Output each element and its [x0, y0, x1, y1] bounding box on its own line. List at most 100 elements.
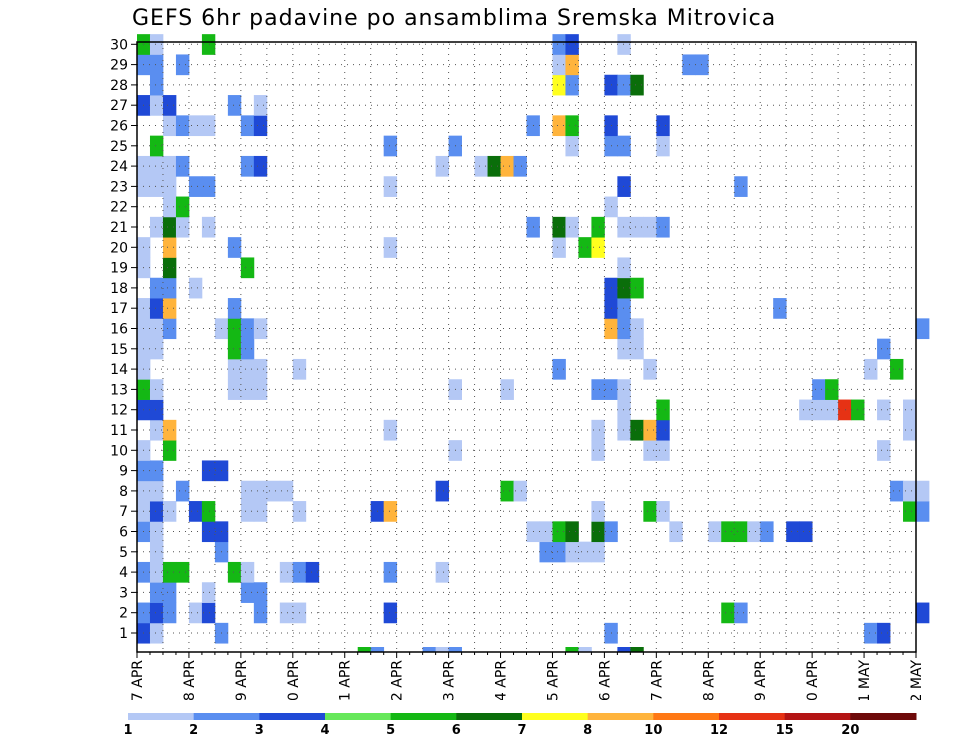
heatmap-cell [513, 480, 527, 502]
y-tick-label: 30 [110, 37, 128, 53]
heatmap-cell [201, 602, 216, 624]
heatmap-cell [383, 135, 398, 157]
x-tick-label: 30 APR [805, 660, 821, 700]
heatmap-cell [864, 358, 878, 380]
heatmap-cell [253, 115, 268, 137]
heatmap-cell [266, 480, 281, 502]
heatmap-cell [357, 647, 372, 653]
heatmap-cell [565, 74, 579, 96]
y-tick-label: 29 [110, 58, 128, 74]
heatmap-cell [149, 480, 164, 502]
heatmap-cell [630, 74, 644, 96]
heatmap-cell [630, 216, 644, 238]
heatmap-cell [383, 237, 398, 258]
heatmap-cell [149, 298, 164, 319]
heatmap-cell [916, 318, 930, 340]
heatmap-cell [370, 647, 385, 653]
heatmap-cell [201, 216, 216, 238]
legend-swatch [193, 713, 260, 720]
heatmap-cell [162, 602, 177, 624]
heatmap-cell [656, 501, 670, 522]
heatmap-cell [383, 561, 398, 583]
heatmap-cell [240, 480, 255, 502]
heatmap-cell [539, 541, 553, 563]
legend-label: 1 [123, 723, 132, 738]
heatmap-cell [435, 155, 449, 177]
y-tick-label: 9 [119, 464, 128, 480]
heatmap-cell [630, 338, 644, 360]
heatmap-cell [227, 298, 242, 319]
heatmap-cell [162, 298, 177, 319]
heatmap-cell [591, 216, 605, 238]
y-tick-label: 3 [119, 585, 128, 601]
heatmap-cell [617, 135, 631, 157]
heatmap-cell [279, 480, 294, 502]
y-tick-label: 7 [119, 504, 128, 520]
heatmap-cell [188, 115, 203, 137]
heatmap-cell [617, 257, 631, 279]
y-tick-label: 24 [110, 159, 128, 175]
x-tick-label: 29 APR [753, 660, 769, 700]
heatmap-cell [279, 561, 294, 583]
heatmap-cell [916, 480, 930, 502]
heatmap-cell [175, 54, 190, 76]
y-tick-label: 1 [119, 626, 128, 642]
legend-label: 3 [255, 723, 264, 738]
heatmap-cell [240, 582, 255, 603]
legend-swatch [850, 713, 917, 720]
heatmap-cell [487, 155, 501, 177]
heatmap-cell [734, 602, 748, 624]
heatmap-cell [253, 358, 268, 380]
heatmap-cell [617, 647, 631, 653]
heatmap-cell [565, 216, 579, 238]
heatmap-cell [890, 358, 904, 380]
heatmap-cell [578, 647, 592, 653]
heatmap-cell [552, 521, 566, 543]
heatmap-cell [630, 318, 644, 340]
heatmap-cell [175, 216, 190, 238]
heatmap-cell [149, 277, 164, 299]
heatmap-cell [799, 521, 813, 543]
heatmap-cell [578, 237, 592, 258]
y-tick-label: 19 [110, 261, 128, 277]
heatmap-cell [708, 521, 722, 543]
heatmap-cell [435, 480, 449, 502]
heatmap-cell [149, 338, 164, 360]
heatmap-cell [435, 561, 449, 583]
heatmap-cell [825, 379, 839, 400]
heatmap-cell [149, 95, 164, 116]
heatmap-cell [175, 561, 190, 583]
heatmap-cell [643, 440, 657, 461]
heatmap-cell [539, 521, 553, 543]
y-tick-label: 8 [119, 484, 128, 500]
heatmap-cell [864, 622, 878, 644]
heatmap-cell [552, 541, 566, 563]
legend-label: 5 [386, 723, 395, 738]
heatmap-cell [162, 257, 177, 279]
heatmap-cell [500, 379, 514, 400]
heatmap-cell [643, 358, 657, 380]
heatmap-cell [188, 277, 203, 299]
y-tick-label: 12 [110, 403, 128, 419]
heatmap-cell [903, 399, 917, 421]
heatmap-cell [162, 277, 177, 299]
heatmap-cell [591, 541, 605, 563]
heatmap-cell [149, 318, 164, 340]
y-tick-label: 22 [110, 200, 128, 216]
heatmap-cell [565, 521, 579, 543]
y-tick-label: 27 [110, 98, 128, 114]
heatmap-cell [617, 277, 631, 299]
y-tick-label: 14 [110, 362, 128, 378]
heatmap-cell [890, 480, 904, 502]
x-tick-label: 23 APR [442, 660, 458, 700]
heatmap-cell [656, 135, 670, 157]
heatmap-cell [500, 155, 514, 177]
heatmap-cell [565, 541, 579, 563]
legend-label: 4 [320, 723, 329, 738]
heatmap-cell [201, 521, 216, 543]
heatmap-cell [903, 480, 917, 502]
heatmap-cell [435, 647, 449, 653]
legend-label: 12 [710, 723, 728, 738]
x-tick-label: 27 APR [649, 660, 665, 700]
